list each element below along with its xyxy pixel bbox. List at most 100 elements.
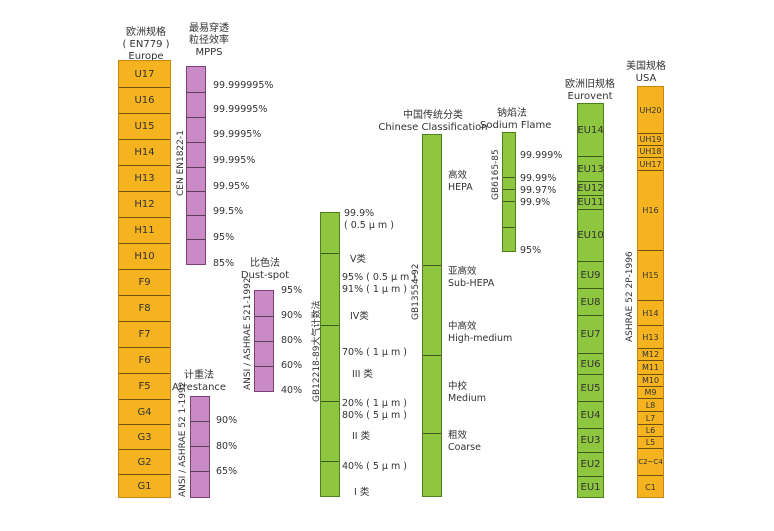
mpps-cell bbox=[187, 142, 205, 167]
mpps-cell bbox=[187, 239, 205, 265]
usa-class-h14: H14 bbox=[638, 300, 663, 325]
mpps-value-2: 99.99995% bbox=[213, 104, 268, 115]
europe-header: 欧洲规格 ( EN779 ) Europe bbox=[116, 27, 176, 63]
mpps-standard-label: CEN EN1822-1 bbox=[176, 130, 186, 196]
gb12218-label-13: I 类 bbox=[354, 487, 370, 498]
mpps-header: 最易穿透 粒径效率 MPPS bbox=[182, 23, 236, 59]
usa-class-h16: H16 bbox=[638, 170, 663, 250]
mpps-value-3: 99.9995% bbox=[213, 129, 262, 140]
europe-class-g1: G1 bbox=[119, 474, 170, 498]
dustspot-standard-label: ANSI / ASHRAE 521-1992 bbox=[243, 277, 253, 390]
gb12218-column bbox=[320, 212, 340, 497]
arrestance-header: 计重法 Arrestance bbox=[172, 370, 226, 394]
gb12218-standard-label: GB12218-89大气计数法 bbox=[312, 300, 322, 402]
europe-class-h14: H14 bbox=[119, 139, 170, 165]
arrestance-header-cn: 计重法 bbox=[184, 370, 214, 381]
chinese-cell bbox=[423, 265, 441, 355]
eurovent-column: EU14 EU13 EU12 EU11 EU10 EU9 EU8 EU7 EU6… bbox=[577, 103, 604, 498]
dustspot-value-4: 60% bbox=[281, 360, 303, 371]
gb12218-label-9: 20% ( 1 μ m ) bbox=[342, 398, 407, 409]
europe-class-u17: U17 bbox=[134, 68, 155, 80]
chinese-label-hepa-cn: 高效 bbox=[448, 170, 468, 181]
eurovent-class-eu1: EU1 bbox=[578, 476, 603, 498]
usa-class-uh19: UH19 bbox=[638, 133, 663, 144]
dustspot-column bbox=[254, 290, 274, 392]
gb12218-label-4: 95% ( 0.5 μ m ) bbox=[342, 272, 417, 283]
usa-class-m12: M12 bbox=[638, 348, 663, 360]
dustspot-cell bbox=[255, 291, 273, 316]
europe-column: U17 U16 U15 H14 H13 H12 H11 H10 F9 F8 F7… bbox=[118, 60, 171, 498]
chinese-header-en: Chinese Classification bbox=[378, 122, 488, 133]
sodium-header-cn: 钠焰法 bbox=[497, 108, 527, 119]
gb12218-cell bbox=[321, 213, 339, 253]
mpps-header-cn2: 粒径效率 bbox=[189, 35, 229, 46]
eurovent-class-eu5: EU5 bbox=[578, 374, 603, 401]
dustspot-value-3: 80% bbox=[281, 335, 303, 346]
dustspot-header: 比色法 Dust-spot bbox=[238, 258, 292, 282]
mpps-cell bbox=[187, 92, 205, 117]
chinese-label-medium-cn: 中校 bbox=[448, 381, 468, 392]
eurovent-class-eu13: EU13 bbox=[577, 156, 604, 181]
sodium-value-5: 95% bbox=[520, 245, 542, 256]
arrestance-cell bbox=[191, 421, 209, 446]
sodium-value-1: 99.999% bbox=[520, 150, 563, 161]
dustspot-header-en: Dust-spot bbox=[240, 270, 290, 281]
sodium-column bbox=[502, 132, 516, 252]
europe-class-f7: F7 bbox=[119, 321, 170, 347]
chinese-header-cn: 中国传统分类 bbox=[403, 110, 463, 121]
arrestance-standard-label: ANSI / ASHRAE 52 1-1992 bbox=[178, 381, 188, 497]
europe-header-std: ( EN779 ) bbox=[122, 39, 170, 50]
mpps-column bbox=[186, 66, 206, 265]
europe-class-g2: G2 bbox=[119, 449, 170, 474]
mpps-value-4: 99.995% bbox=[213, 155, 256, 166]
usa-class-uh18: UH18 bbox=[638, 145, 663, 156]
usa-class-l7: L7 bbox=[638, 411, 663, 424]
usa-standard-label: ASHRAE 52 2P-1996 bbox=[625, 251, 635, 342]
gb12218-label-3: V类 bbox=[350, 254, 366, 265]
chinese-label-hepa-en: HEPA bbox=[448, 182, 473, 193]
mpps-value-6: 99.5% bbox=[213, 206, 244, 217]
usa-class-c1: C1 bbox=[638, 475, 663, 498]
gb12218-label-2: ( 0.5 μ m ) bbox=[344, 220, 394, 231]
usa-class-h15: H15 bbox=[638, 250, 663, 300]
dustspot-value-1: 95% bbox=[281, 285, 303, 296]
mpps-header-cn1: 最易穿透 bbox=[189, 23, 229, 34]
usa-class-uh20: UH20 bbox=[639, 105, 662, 115]
mpps-cell bbox=[187, 191, 205, 215]
europe-class-f5: F5 bbox=[119, 373, 170, 399]
gb12218-cell bbox=[321, 253, 339, 325]
dustspot-cell bbox=[255, 366, 273, 392]
usa-class-m9: M9 bbox=[638, 386, 663, 398]
sodium-cell bbox=[503, 227, 515, 252]
europe-class-h10: H10 bbox=[119, 243, 170, 269]
gb12218-cell bbox=[321, 325, 339, 401]
europe-class-g4: G4 bbox=[119, 399, 170, 424]
usa-class-l8: L8 bbox=[638, 398, 663, 411]
europe-header-cn: 欧洲规格 bbox=[126, 27, 166, 38]
gb12218-label-6: IV类 bbox=[350, 311, 369, 322]
chinese-cell bbox=[423, 433, 441, 497]
chinese-label-subhepa-cn: 亚高效 bbox=[448, 266, 477, 277]
usa-class-h13: H13 bbox=[638, 325, 663, 348]
usa-class-m10: M10 bbox=[638, 374, 663, 386]
mpps-cell bbox=[187, 167, 205, 191]
chinese-label-medium-en: Medium bbox=[448, 393, 486, 404]
usa-class-l5: L5 bbox=[638, 436, 663, 448]
mpps-cell bbox=[187, 67, 205, 92]
usa-class-uh17: UH17 bbox=[638, 157, 663, 170]
chinese-label-coarse-cn: 粗效 bbox=[448, 430, 468, 441]
mpps-cell bbox=[187, 117, 205, 142]
mpps-value-7: 95% bbox=[213, 232, 235, 243]
eurovent-class-eu7: EU7 bbox=[578, 315, 603, 353]
dustspot-value-2: 90% bbox=[281, 310, 303, 321]
chinese-column bbox=[422, 134, 442, 497]
sodium-cell bbox=[503, 133, 515, 177]
europe-class-h12: H12 bbox=[119, 191, 170, 217]
arrestance-header-en: Arrestance bbox=[172, 382, 227, 393]
europe-class-h13: H13 bbox=[119, 165, 170, 191]
europe-class-u15: U15 bbox=[119, 113, 170, 139]
mpps-value-5: 99.95% bbox=[213, 181, 250, 192]
chinese-label-subhepa-en: Sub-HEPA bbox=[448, 278, 495, 289]
gb12218-cell bbox=[321, 461, 339, 497]
mpps-cell bbox=[187, 215, 205, 239]
